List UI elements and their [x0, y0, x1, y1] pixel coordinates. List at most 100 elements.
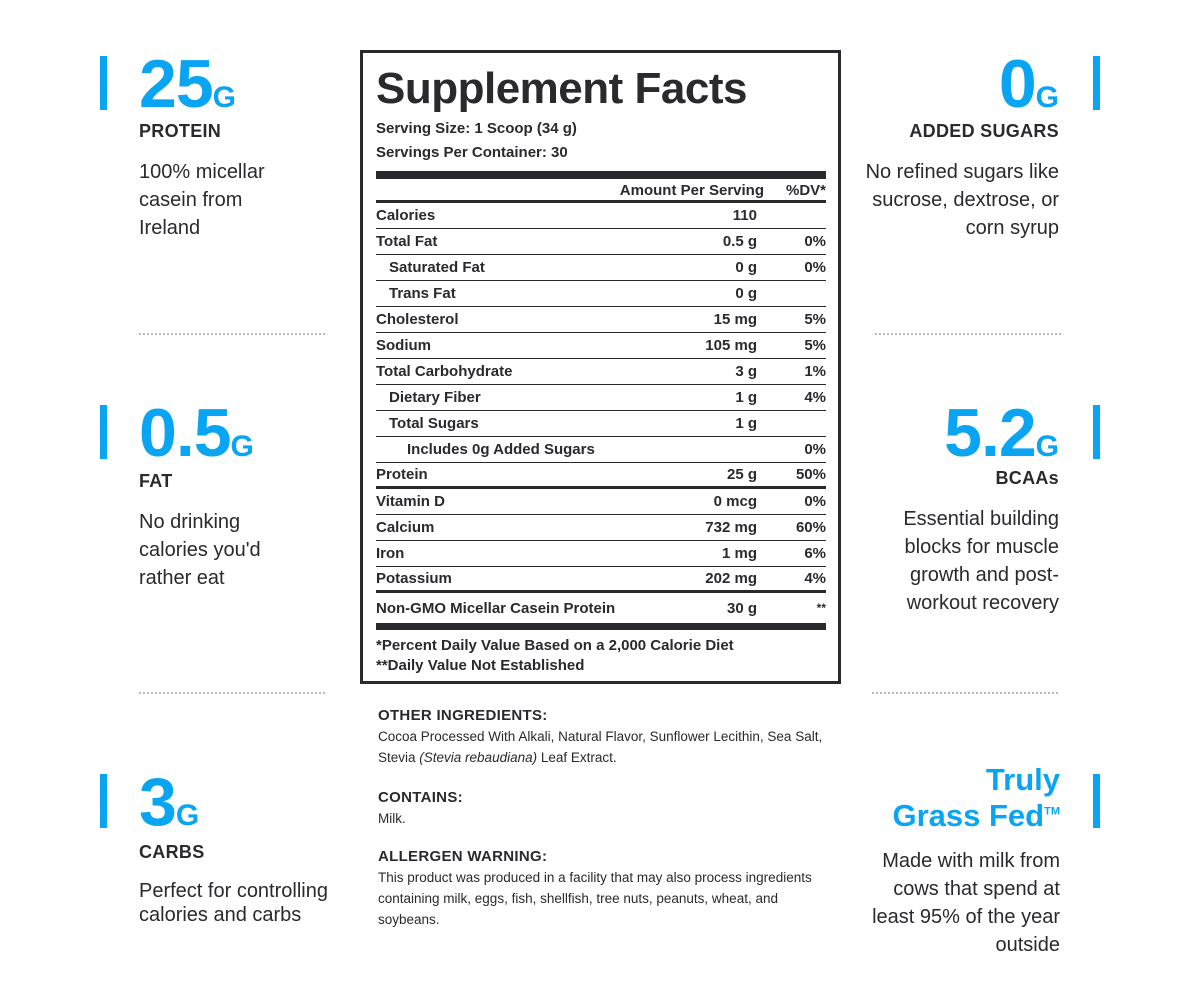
facts-row-dv: 60%	[795, 519, 826, 536]
facts-row-amount: 110	[732, 207, 757, 224]
accent-bar	[100, 405, 107, 459]
carbs-description: Perfect for controlling calories and car…	[139, 880, 328, 926]
bcaas-description: Essential building blocks for muscle gro…	[903, 508, 1059, 614]
facts-row: Cholesterol 15 mg 5%	[376, 307, 826, 333]
grass-fed-title: Truly Grass FedTM	[892, 762, 1060, 834]
facts-row-dv: **	[816, 601, 826, 615]
footnote-not-established: **Daily Value Not Established	[376, 657, 585, 674]
fat-value: 0.5G	[139, 395, 254, 471]
facts-row-name: Total Fat	[376, 233, 438, 250]
grass-fed-line2: Grass FedTM	[892, 798, 1060, 833]
thick-rule	[376, 623, 826, 630]
fat-description: No drinking calories you'd rather eat	[139, 511, 261, 589]
facts-row: Potassium 202 mg 4%	[376, 567, 826, 593]
accent-bar	[1093, 405, 1100, 459]
divider	[872, 692, 1058, 694]
facts-row-amount: 0 g	[735, 285, 757, 302]
fat-label: FAT	[139, 471, 173, 491]
facts-row-amount: 1 g	[735, 415, 757, 432]
facts-row-name: Iron	[376, 545, 405, 562]
facts-row: Non-GMO Micellar Casein Protein 30 g **	[376, 593, 826, 623]
facts-row-dv: 1%	[804, 363, 826, 380]
carbs-label: CARBS	[139, 842, 205, 862]
amount-per-serving-header: Amount Per Serving	[619, 182, 764, 199]
facts-row-amount: 732 mg	[705, 519, 757, 536]
facts-row: Trans Fat 0 g	[376, 281, 826, 307]
facts-row: Includes 0g Added Sugars 0%	[376, 437, 826, 463]
facts-row-amount: 105 mg	[705, 337, 757, 354]
added-sugars-label: ADDED SUGARS	[909, 121, 1059, 141]
footnote-dv: *Percent Daily Value Based on a 2,000 Ca…	[376, 637, 734, 654]
facts-row-name: Calcium	[376, 519, 435, 536]
facts-row-name: Potassium	[376, 570, 452, 587]
added-sugars-description: No refined sugars like sucrose, dextrose…	[865, 161, 1059, 239]
divider	[139, 692, 325, 694]
serving-size: Serving Size: 1 Scoop (34 g)	[376, 120, 577, 137]
ingredients-block: OTHER INGREDIENTS: Cocoa Processed With …	[378, 706, 828, 930]
servings-per-container: Servings Per Container: 30	[376, 144, 568, 161]
contains-text: Milk.	[378, 811, 406, 826]
other-ingredients-heading: OTHER INGREDIENTS:	[378, 707, 548, 724]
accent-bar	[100, 56, 107, 110]
contains-heading: CONTAINS:	[378, 789, 463, 806]
facts-row-amount: 0 mcg	[713, 493, 757, 510]
facts-row-name: Sodium	[376, 337, 431, 354]
facts-row: Saturated Fat 0 g 0%	[376, 255, 826, 281]
facts-row-dv: 5%	[804, 311, 826, 328]
other-ingredients-text: Cocoa Processed With Alkali, Natural Fla…	[378, 729, 823, 765]
grass-fed-line1: Truly	[985, 762, 1060, 797]
facts-row-name: Total Sugars	[389, 415, 479, 432]
facts-title: Supplement Facts	[376, 64, 747, 113]
facts-row-dv: 5%	[804, 337, 826, 354]
facts-row: Iron 1 mg 6%	[376, 541, 826, 567]
facts-row-name: Vitamin D	[376, 493, 445, 510]
facts-row-amount: 202 mg	[705, 570, 757, 587]
facts-row-name: Trans Fat	[389, 285, 456, 302]
facts-row-name: Dietary Fiber	[389, 389, 481, 406]
protein-value: 25G	[139, 46, 236, 122]
supplement-facts-panel: Supplement Facts Serving Size: 1 Scoop (…	[360, 50, 841, 684]
facts-row: Vitamin D 0 mcg 0%	[376, 489, 826, 515]
divider	[875, 333, 1061, 335]
facts-row-amount: 1 g	[735, 389, 757, 406]
dv-header: %DV*	[785, 182, 826, 199]
facts-row: Total Sugars 1 g	[376, 411, 826, 437]
facts-row-name: Includes 0g Added Sugars	[407, 441, 595, 458]
divider	[139, 333, 325, 335]
facts-row-amount: 15 mg	[713, 311, 757, 328]
protein-description: 100% micellar casein from Ireland	[139, 161, 265, 239]
thick-rule	[376, 171, 826, 179]
facts-row-amount: 0 g	[735, 259, 757, 276]
facts-rows: Calories 110 Total Fat 0.5 g 0% Saturated Fat…	[376, 203, 826, 623]
grass-fed-description: Made with milk from cows that spend at l…	[872, 850, 1060, 956]
facts-row-dv: 0%	[804, 233, 826, 250]
facts-row: Dietary Fiber 1 g 4%	[376, 385, 826, 411]
facts-row-amount: 3 g	[735, 363, 757, 380]
carbs-value: 3G	[139, 764, 200, 840]
facts-row-name: Non-GMO Micellar Casein Protein	[376, 599, 616, 617]
added-sugars-value: 0G	[998, 46, 1059, 122]
facts-row-amount: 0.5 g	[722, 233, 757, 250]
facts-row: Calories 110	[376, 203, 826, 229]
trademark-mark: TM	[1044, 805, 1060, 818]
facts-row-dv: 6%	[804, 545, 826, 562]
allergen-text: This product was produced in a facility …	[378, 870, 812, 927]
accent-bar	[1093, 56, 1100, 110]
accent-bar	[100, 774, 107, 828]
facts-header-row: Amount Per Serving %DV*	[376, 181, 826, 203]
facts-row-name: Protein	[376, 466, 428, 483]
facts-row: Total Carbohydrate 3 g 1%	[376, 359, 826, 385]
facts-row: Sodium 105 mg 5%	[376, 333, 826, 359]
facts-row-dv: 0%	[804, 493, 826, 510]
facts-row-dv: 0%	[804, 441, 826, 458]
facts-row-amount: 30 g	[726, 599, 757, 617]
bcaas-value: 5.2G	[944, 395, 1059, 471]
facts-row: Calcium 732 mg 60%	[376, 515, 826, 541]
facts-row-amount: 1 mg	[721, 545, 757, 562]
facts-footnotes: *Percent Daily Value Based on a 2,000 Ca…	[376, 636, 826, 676]
facts-row-amount: 25 g	[726, 466, 757, 483]
facts-row-dv: 50%	[795, 466, 826, 483]
facts-row-name: Calories	[376, 207, 436, 224]
facts-row-name: Cholesterol	[376, 311, 459, 328]
facts-row-dv: 4%	[804, 389, 826, 406]
